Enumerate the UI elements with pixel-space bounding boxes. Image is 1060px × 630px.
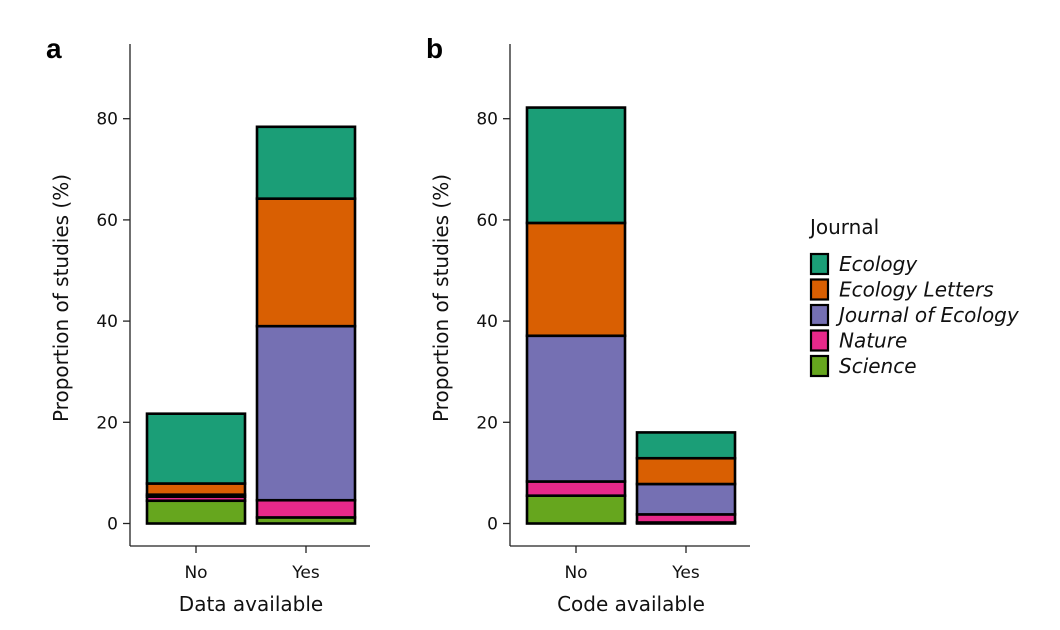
y-tick-label: 60 bbox=[96, 211, 118, 231]
legend-label-nature: Nature bbox=[839, 329, 907, 353]
legend-title: Journal bbox=[808, 215, 879, 239]
panel-b-y-ticks: 0 20 40 60 80 bbox=[476, 110, 510, 535]
bar-segment-no-journal-of-ecology bbox=[525, 334, 627, 483]
legend-swatch-journal-of-ecology bbox=[809, 303, 830, 327]
bar-segment-yes-journal-of-ecology bbox=[255, 324, 357, 502]
y-tick-label: 20 bbox=[476, 413, 498, 433]
panel-a-label: a bbox=[46, 33, 62, 64]
bar-segment-yes-ecology bbox=[255, 125, 357, 200]
x-tick-label-yes: Yes bbox=[291, 563, 320, 583]
panel-a-bars bbox=[145, 125, 357, 525]
y-tick-label: 40 bbox=[96, 312, 118, 332]
y-tick-label: 40 bbox=[476, 312, 498, 332]
bar-segment-no-ecology-letters bbox=[525, 221, 627, 338]
panel-a-x-axis-title: Data available bbox=[179, 592, 323, 616]
bar-segment-no-ecology bbox=[145, 412, 247, 485]
panel-a-y-ticks: 0 20 40 60 80 bbox=[96, 110, 130, 535]
x-tick-label-yes: Yes bbox=[671, 563, 700, 583]
bar-segment-no-science bbox=[145, 499, 247, 525]
bar-segment-no-ecology bbox=[525, 106, 627, 225]
y-tick-label: 60 bbox=[476, 211, 498, 231]
panel-b-x-axis-title: Code available bbox=[557, 592, 705, 616]
legend-swatch-science bbox=[809, 354, 830, 378]
bar-segment-no-ecology-letters bbox=[145, 482, 247, 496]
legend-swatch-ecology bbox=[809, 252, 830, 276]
panel-b: b 0 20 40 60 80 No Yes Code available Proport… bbox=[426, 33, 750, 616]
bar-segment-yes-ecology bbox=[635, 431, 737, 460]
y-tick-label: 80 bbox=[96, 110, 118, 130]
bar-segment-yes-journal-of-ecology bbox=[635, 482, 737, 516]
panel-b-y-axis-title: Proportion of studies (%) bbox=[429, 174, 453, 422]
bar-segment-no-science bbox=[525, 494, 627, 525]
y-tick-label: 0 bbox=[107, 515, 118, 535]
legend-label-ecology: Ecology bbox=[839, 252, 918, 276]
panel-b-label: b bbox=[426, 33, 443, 64]
bar-segment-yes-ecology-letters bbox=[255, 197, 357, 328]
legend-swatch-nature bbox=[809, 329, 830, 352]
panel-a-y-axis-title: Proportion of studies (%) bbox=[49, 174, 73, 422]
panel-b-x-ticks: No Yes bbox=[564, 546, 700, 583]
legend-swatch-ecology-letters bbox=[809, 278, 830, 301]
y-tick-label: 80 bbox=[476, 110, 498, 130]
legend-label-science: Science bbox=[839, 354, 917, 378]
x-tick-label-no: No bbox=[564, 563, 587, 583]
y-tick-label: 20 bbox=[96, 413, 118, 433]
x-tick-label-no: No bbox=[184, 563, 207, 583]
legend-label-journal-of-ecology: Journal of Ecology bbox=[835, 303, 1020, 327]
bar-segment-yes-ecology-letters bbox=[635, 456, 737, 486]
panel-b-bars bbox=[525, 106, 737, 525]
panel-a-x-ticks: No Yes bbox=[184, 546, 320, 583]
bar-segment-no-nature bbox=[525, 480, 627, 497]
y-tick-label: 0 bbox=[487, 515, 498, 535]
bar-segment-yes-nature bbox=[255, 498, 357, 519]
legend-label-ecology-letters: Ecology Letters bbox=[839, 278, 994, 302]
panel-a: a 0 20 40 60 80 No Yes Data available Proport… bbox=[46, 33, 370, 616]
